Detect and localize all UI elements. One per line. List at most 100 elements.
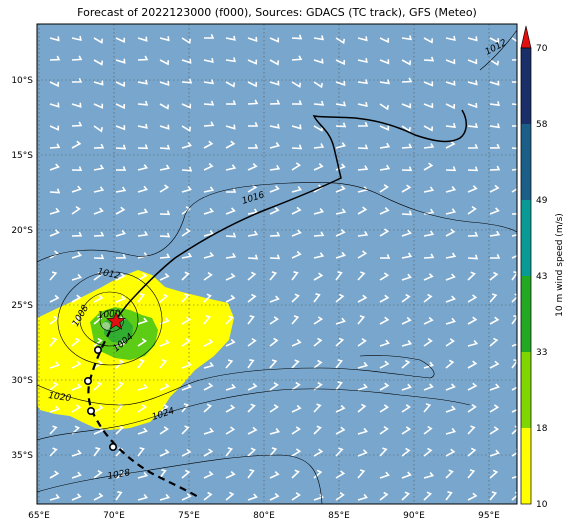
wind-barb bbox=[511, 425, 517, 435]
wind-barb bbox=[291, 404, 302, 413]
wind-barb bbox=[445, 359, 455, 369]
lat-tick-label: 30°S bbox=[11, 376, 33, 386]
wind-barb bbox=[379, 447, 388, 457]
wind-barb bbox=[313, 163, 324, 171]
wind-barb bbox=[335, 80, 346, 87]
wind-barb bbox=[181, 469, 191, 479]
colorbar-segment bbox=[521, 48, 531, 124]
wind-barb bbox=[269, 316, 279, 325]
wind-barb bbox=[313, 448, 324, 457]
wind-barb bbox=[379, 79, 390, 85]
wind-barb bbox=[511, 168, 517, 171]
wind-barb bbox=[225, 140, 236, 149]
wind-barb bbox=[181, 125, 192, 133]
wind-barb bbox=[335, 229, 346, 237]
wind-barb bbox=[489, 165, 501, 171]
wind-barb bbox=[511, 448, 517, 457]
wind-barb bbox=[357, 250, 368, 259]
wind-barb bbox=[401, 340, 413, 347]
wind-barb bbox=[379, 360, 390, 369]
wind-barb bbox=[313, 359, 323, 369]
wind-barb bbox=[159, 184, 170, 193]
colorbar-segment bbox=[521, 428, 531, 504]
wind-barb bbox=[335, 101, 346, 107]
wind-barb bbox=[511, 251, 517, 259]
wind-barb bbox=[269, 142, 281, 149]
wind-barb bbox=[181, 206, 191, 215]
wind-barb bbox=[225, 359, 234, 369]
wind-barb bbox=[71, 337, 81, 347]
wind-barb bbox=[93, 360, 104, 369]
wind-barb bbox=[423, 37, 434, 44]
wind-barb bbox=[203, 338, 214, 347]
wind-barb bbox=[401, 273, 412, 281]
wind-barb bbox=[159, 273, 170, 281]
wind-barb bbox=[467, 316, 478, 325]
wind-barb bbox=[247, 293, 257, 303]
wind-barb bbox=[225, 207, 236, 215]
wind-barb bbox=[291, 469, 300, 479]
wind-barb bbox=[357, 57, 368, 64]
wind-barb bbox=[115, 144, 127, 150]
wind-barb bbox=[335, 492, 345, 501]
wind-barb bbox=[71, 102, 82, 108]
wind-barb bbox=[489, 101, 500, 107]
wind-barb bbox=[511, 382, 517, 391]
wind-barb bbox=[71, 121, 83, 127]
wind-barb bbox=[467, 143, 479, 149]
wind-barb bbox=[71, 360, 82, 369]
wind-barb bbox=[247, 230, 259, 237]
wind-barb bbox=[291, 250, 302, 259]
lat-tick-label: 25°S bbox=[11, 301, 33, 311]
wind-barb bbox=[93, 337, 103, 347]
wind-barb bbox=[247, 359, 255, 369]
lon-tick-label: 65°E bbox=[28, 511, 50, 521]
wind-barb bbox=[71, 383, 82, 391]
wind-barb bbox=[269, 295, 280, 303]
wind-barb bbox=[313, 469, 323, 479]
wind-barb bbox=[511, 475, 517, 479]
wind-barb bbox=[137, 185, 148, 193]
colorbar-tick-label: 33 bbox=[536, 348, 547, 358]
wind-barb bbox=[181, 425, 190, 435]
wind-barb bbox=[225, 124, 236, 130]
lon-tick-label: 85°E bbox=[328, 511, 350, 521]
wind-barb bbox=[401, 471, 412, 479]
wind-barb bbox=[379, 228, 390, 237]
wind-barb bbox=[49, 163, 60, 171]
wind-barb bbox=[49, 36, 60, 42]
wind-barb bbox=[225, 232, 237, 238]
wind-barb bbox=[379, 404, 390, 413]
wind-barb bbox=[401, 59, 412, 66]
wind-barb bbox=[269, 231, 281, 237]
wind-barb bbox=[489, 337, 499, 347]
wind-barb bbox=[313, 403, 322, 413]
observed-track bbox=[115, 109, 467, 321]
wind-barb bbox=[203, 57, 214, 64]
wind-barb bbox=[335, 251, 347, 259]
wind-barb bbox=[225, 338, 236, 347]
wind-barb bbox=[269, 37, 280, 43]
wind-barb bbox=[159, 469, 167, 479]
wind-barb bbox=[226, 187, 237, 193]
colorbar-tick-label: 70 bbox=[536, 44, 548, 54]
wind-barb bbox=[401, 143, 413, 149]
wind-barb bbox=[445, 186, 457, 193]
wind-barb bbox=[357, 231, 369, 237]
wind-barb bbox=[269, 271, 278, 281]
wind-barb bbox=[335, 447, 344, 457]
wind-barb bbox=[489, 80, 500, 86]
wind-barb bbox=[489, 491, 498, 501]
wind-barb bbox=[115, 253, 127, 259]
wind-barb bbox=[445, 103, 456, 110]
wind-barb bbox=[159, 404, 169, 413]
wind-barb bbox=[467, 36, 478, 42]
wind-barb bbox=[379, 125, 390, 131]
wind-barb bbox=[159, 317, 170, 325]
wind-barb bbox=[511, 59, 517, 61]
wind-barb bbox=[269, 123, 280, 129]
wind-barb bbox=[511, 234, 517, 237]
wind-barb bbox=[467, 404, 477, 413]
colorbar-segment bbox=[521, 200, 531, 276]
wind-barb bbox=[115, 471, 126, 479]
